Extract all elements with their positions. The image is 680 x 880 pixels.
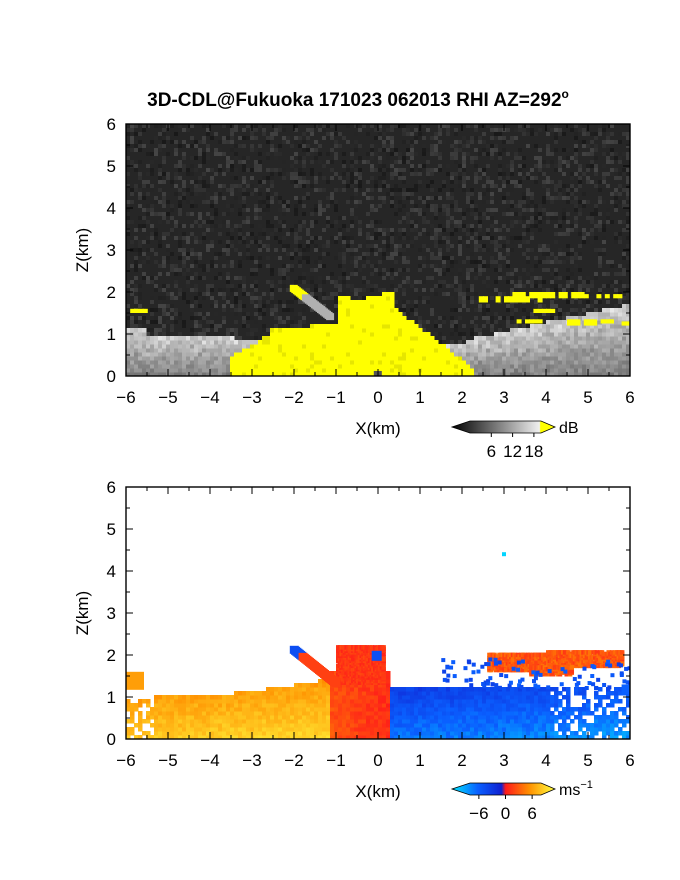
- y-tick-label: 0: [107, 367, 116, 386]
- y-tick-label: 6: [107, 478, 116, 497]
- velocity-xlabel: X(km): [355, 782, 400, 801]
- y-tick-label: 5: [107, 520, 116, 539]
- x-tick-label: 6: [625, 751, 634, 770]
- y-tick-label: 1: [107, 688, 116, 707]
- intensity-xlabel: X(km): [355, 419, 400, 438]
- x-tick-label: −6: [116, 751, 135, 770]
- x-tick-label: −1: [326, 388, 345, 407]
- x-tick-label: 5: [583, 388, 592, 407]
- x-tick-label: 5: [583, 751, 592, 770]
- x-tick-label: 0: [373, 751, 382, 770]
- y-tick-label: 6: [107, 115, 116, 134]
- x-tick-label: −6: [116, 388, 135, 407]
- x-tick-label: −3: [242, 751, 261, 770]
- colorbar-tick-label: 6: [487, 442, 496, 461]
- x-tick-label: −1: [326, 751, 345, 770]
- intensity-axes: −6 −5 −4 −3 −2 −1 0 1 2 3 4 5 6 0 1 2 3 4 5 6: [107, 115, 635, 407]
- y-tick-label: 3: [107, 241, 116, 260]
- x-tick-label: 6: [625, 388, 634, 407]
- velocity-field: [126, 552, 630, 739]
- y-tick-label: 4: [107, 562, 116, 581]
- x-tick-label: −3: [242, 388, 261, 407]
- y-tick-label: 0: [107, 730, 116, 749]
- x-tick-label: 2: [457, 388, 466, 407]
- y-tick-label: 5: [107, 157, 116, 176]
- x-tick-label: 4: [541, 388, 550, 407]
- intensity-ylabel: Z(km): [73, 228, 92, 272]
- x-tick-label: −4: [200, 388, 219, 407]
- x-tick-label: −2: [284, 751, 303, 770]
- x-tick-label: −2: [284, 388, 303, 407]
- x-tick-label: −5: [158, 751, 177, 770]
- x-tick-label: 1: [415, 388, 424, 407]
- x-tick-label: 1: [415, 751, 424, 770]
- velocity-colorbar-unit: ms−1: [559, 779, 593, 799]
- x-tick-label: 3: [499, 751, 508, 770]
- y-tick-label: 2: [107, 283, 116, 302]
- x-tick-label: 0: [373, 388, 382, 407]
- x-tick-label: 3: [499, 388, 508, 407]
- colorbar-tick-label: 0: [501, 804, 510, 823]
- y-tick-label: 1: [107, 325, 116, 344]
- colorbar-tick-label: 6: [527, 804, 536, 823]
- intensity-field: [126, 284, 630, 376]
- velocity-colorbar: ms−1 −6 0 6: [450, 779, 593, 823]
- intensity-colorbar: dB 6 12 18: [450, 420, 579, 461]
- y-tick-label: 3: [107, 604, 116, 623]
- figure-title: 3D-CDL@Fukuoka 171023 062013 RHI AZ=292o: [147, 87, 569, 111]
- y-tick-label: 4: [107, 199, 116, 218]
- colorbar-tick-label: 12: [503, 442, 522, 461]
- x-tick-label: −4: [200, 751, 219, 770]
- velocity-ylabel: Z(km): [73, 591, 92, 635]
- y-tick-label: 2: [107, 646, 116, 665]
- colorbar-tick-label: −6: [469, 804, 488, 823]
- x-tick-label: 4: [541, 751, 550, 770]
- velocity-axes: −6 −5 −4 −3 −2 −1 0 1 2 3 4 5 6 0 1 2 3 4 5 6: [107, 478, 635, 770]
- x-tick-label: −5: [158, 388, 177, 407]
- x-tick-label: 2: [457, 751, 466, 770]
- colorbar-tick-label: 18: [524, 442, 543, 461]
- intensity-colorbar-unit: dB: [559, 420, 579, 437]
- isolated-velocity-pixel: [502, 552, 506, 557]
- velocity-colorbar-bar: [450, 782, 557, 796]
- intensity-colorbar-bar: [450, 420, 557, 434]
